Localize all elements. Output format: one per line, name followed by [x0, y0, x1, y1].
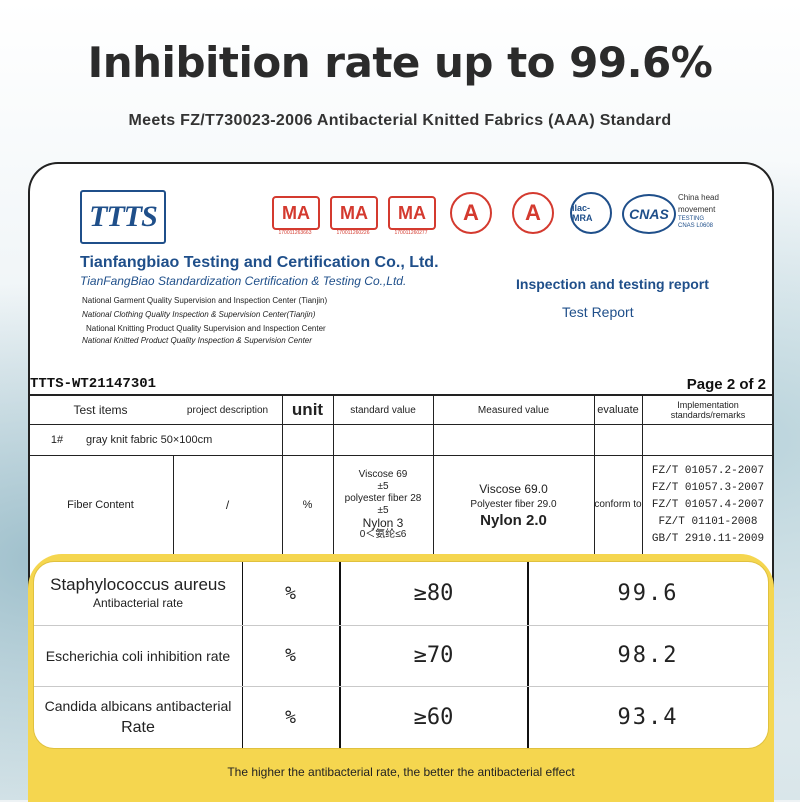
ca-mark-1: A: [450, 192, 492, 234]
cnas-caption: China head movement: [678, 192, 719, 216]
fiber-standard-line: FZ/T 01057.2-2007: [651, 464, 765, 477]
ma-number-2: 170011260226: [336, 230, 370, 236]
header-project-description: project description: [186, 404, 269, 416]
certification-marks: MA 170011263663 MA 170011260226 MA 17001…: [272, 188, 722, 248]
fiber-measured-line: Nylon 2.0: [480, 512, 547, 529]
fiber-std-line: Viscose 69: [358, 469, 408, 480]
result-row-2-unit: %: [285, 645, 296, 666]
table-top-rule: [28, 394, 774, 396]
fiber-measured-line: Viscose 69.0: [479, 482, 548, 496]
table-vline: [173, 455, 174, 555]
report-subtitle: Test Report: [562, 304, 634, 320]
result-name-main: Escherichia coli inhibition rate: [45, 647, 231, 664]
cnas-mark: CNAS: [622, 194, 676, 234]
result-row-2-standard: ≥70: [413, 643, 454, 668]
table-vline: [333, 394, 334, 555]
results-hline: [34, 625, 768, 626]
header-unit: unit: [291, 400, 324, 419]
page-indicator: Page 2 of 2: [686, 376, 766, 393]
results-vline: [527, 562, 529, 748]
table-vline: [594, 394, 595, 555]
fiber-content-label: Fiber Content: [67, 499, 134, 511]
ma-mark-3: MA: [388, 196, 436, 230]
fiber-standard-line: FZ/T 01057.4-2007: [651, 498, 765, 511]
report-title: Inspection and testing report: [516, 276, 709, 292]
results-table: Staphylococcus aureus Antibacterial rate…: [34, 562, 768, 748]
fiber-standard-line: FZ/T 01101-2008: [658, 515, 758, 528]
sample-description: gray knit fabric 50×100cm: [86, 434, 213, 446]
results-hline: [34, 686, 768, 687]
center-line-4: National Knitted Product Quality Inspect…: [82, 336, 312, 345]
fiber-std-line: Nylon 3: [362, 516, 404, 530]
footer-note: The higher the antibacterial rate, the b…: [227, 765, 575, 779]
fiber-std-line: ±5: [377, 505, 389, 516]
center-line-2: National Clothing Quality Inspection & S…: [82, 310, 316, 319]
result-row-3-value: 93.4: [617, 704, 679, 730]
ma-mark-1: MA: [272, 196, 320, 230]
header-evaluate: evaluate: [597, 404, 639, 416]
fiber-measured-values: Viscose 69.0 Polyester fiber 29.0 Nylon …: [433, 456, 594, 554]
fiber-measured-line: Polyester fiber 29.0: [470, 499, 557, 510]
result-row-1-unit: %: [285, 583, 296, 604]
cnas-sub-line-1: TESTING: [678, 216, 705, 222]
report-number: TTTS-WT21147301: [30, 376, 157, 392]
company-name: Tianfangbiao Testing and Certification C…: [80, 254, 439, 271]
fiber-description: /: [225, 498, 230, 512]
result-row-2-value: 98.2: [617, 643, 679, 668]
table-sample-rule: [28, 455, 774, 456]
result-row-1-standard: ≥80: [413, 581, 454, 606]
result-name-sub: Rate: [121, 719, 155, 736]
fiber-standard-values: Viscose 69 ±5 polyester fiber 28 ±5 Nylo…: [333, 456, 433, 554]
table-vline: [642, 394, 643, 555]
fiber-standard-line: FZ/T 01057.3-2007: [651, 481, 765, 494]
ma-mark-2: MA: [330, 196, 378, 230]
result-row-1-name: Staphylococcus aureus Antibacterial rate: [34, 562, 242, 625]
results-vline: [242, 562, 243, 748]
cnas-caption-line-2: movement: [678, 205, 716, 214]
result-row-3-name: Candida albicans antibacterial Rate: [34, 686, 242, 748]
result-row-1-value: 99.6: [617, 581, 679, 606]
ca-mark-2: A: [512, 192, 554, 234]
sample-number: 1#: [50, 434, 64, 446]
headline: Inhibition rate up to 99.6%: [87, 38, 713, 87]
header-standard-value: standard value: [350, 404, 416, 416]
ma-number-1: 170011263663: [278, 230, 312, 236]
table-vline: [282, 394, 283, 555]
result-row-3-standard: ≥60: [413, 704, 454, 730]
fiber-standard-line: GB/T 2910.11-2009: [651, 532, 765, 545]
fiber-unit: %: [302, 499, 313, 511]
header-test-items: Test items: [73, 403, 128, 417]
ilac-mra-mark: ilac-MRA: [570, 192, 612, 234]
company-name-italic: TianFangBiao Standardization Certificati…: [80, 274, 407, 288]
result-name-main: Candida albicans antibacterial: [44, 698, 232, 714]
header-implementation: Implementation standards/remarks: [670, 400, 746, 420]
fiber-std-line: ±5: [377, 481, 389, 492]
cnas-sub-line-2: CNAS L0608: [678, 223, 714, 229]
fiber-standards: FZ/T 01057.2-2007 FZ/T 01057.3-2007 FZ/T…: [642, 456, 774, 554]
subheadline: Meets FZ/T730023-2006 Antibacterial Knit…: [128, 112, 672, 129]
center-line-1: National Garment Quality Supervision and…: [82, 296, 328, 305]
result-row-2-name: Escherichia coli inhibition rate: [34, 625, 242, 686]
center-line-3: National Knitting Product Quality Superv…: [86, 324, 326, 333]
table-header-rule: [28, 424, 774, 425]
results-vline: [339, 562, 341, 748]
table-vline: [433, 394, 434, 555]
result-name-sub: Antibacterial rate: [92, 595, 184, 610]
ma-number-3: 170011260277: [394, 230, 428, 236]
fiber-evaluate: conform to: [594, 499, 642, 510]
test-report-card: TTTS MA 170011263663 MA 170011260226 MA …: [28, 162, 774, 802]
ttts-logo: TTTS: [80, 190, 166, 244]
fiber-std-line: polyester fiber 28: [344, 493, 422, 504]
result-row-3-unit: %: [285, 706, 296, 728]
fiber-std-line: 0＜氨纶≤6: [359, 529, 407, 540]
cnas-subcaption: TESTING CNAS L0608: [678, 216, 713, 230]
result-name-main: Staphylococcus aureus: [50, 574, 226, 594]
cnas-caption-line-1: China head: [678, 193, 719, 202]
header-measured-value: Measured value: [477, 404, 550, 416]
